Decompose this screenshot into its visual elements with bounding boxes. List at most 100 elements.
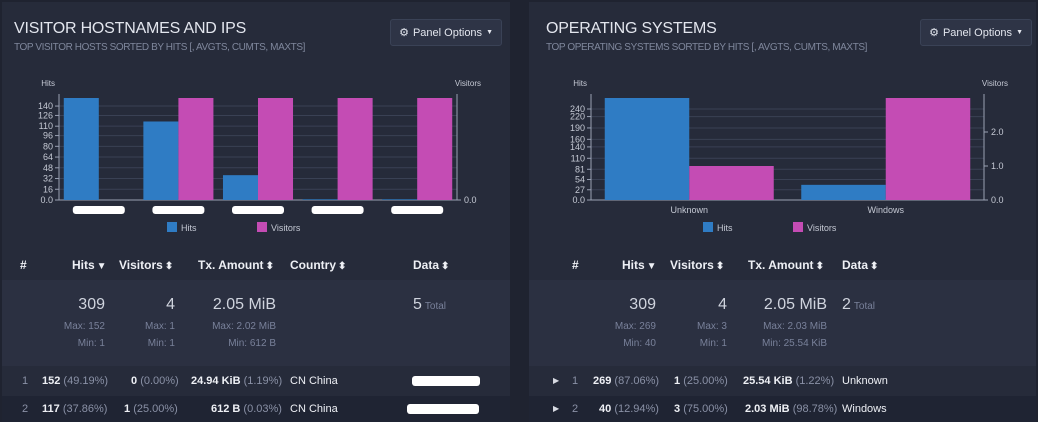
summary-tx-min: Min: 612 B <box>228 338 276 349</box>
summary-row: 309 Max: 152 Min: 1 4 Max: 1 Min: 1 2.05… <box>2 280 510 366</box>
y-tick-label: 110 <box>39 121 53 131</box>
panel-title: OPERATING SYSTEMS <box>546 20 717 37</box>
col-visitors[interactable]: Visitors ⬍ <box>670 258 725 272</box>
bar-visitors <box>689 166 774 200</box>
y-tick-label: 0.0 <box>572 195 585 205</box>
y-tick-label: 81 <box>575 164 585 174</box>
summary-visitors: 4 <box>718 296 727 313</box>
summary-tx-max: Max: 2.02 MiB <box>212 321 276 332</box>
y-tick-label: 80 <box>43 141 53 151</box>
col-hits[interactable]: Hits ▼ <box>622 258 657 272</box>
legend-label-visitors: Visitors <box>271 223 301 233</box>
col-data[interactable]: Data ⬍ <box>413 258 450 272</box>
panel-visitor-hostnames: VISITOR HOSTNAMES AND IPS TOP VISITOR HO… <box>2 2 510 422</box>
sort-both-icon: ⬍ <box>815 261 824 272</box>
y-axis-label: Hits <box>573 79 587 88</box>
redacted-data <box>412 376 480 386</box>
table-row[interactable]: 2 117 (37.86%) 1 (25.00%) 612 B (0.03%) … <box>2 396 510 422</box>
summary-visitors-max: Max: 3 <box>696 321 727 332</box>
bar-visitors <box>178 98 214 200</box>
caret-down-icon: ▼ <box>1016 29 1023 36</box>
y-tick-label: 54 <box>575 175 585 185</box>
sort-both-icon: ⬍ <box>265 261 274 272</box>
col-hits[interactable]: Hits ▼ <box>72 258 107 272</box>
row-tx: 24.94 KiB (1.19%) <box>191 375 283 387</box>
row-hits: 40 (12.94%) <box>599 403 659 415</box>
panel-title: VISITOR HOSTNAMES AND IPS <box>14 20 247 37</box>
expand-right-icon[interactable]: ▶ <box>553 404 560 413</box>
row-tx: 2.03 MiB (98.78%) <box>745 403 838 415</box>
panel-options-button[interactable]: ⚙ Panel Options ▼ <box>920 19 1032 46</box>
panel-options-button[interactable]: ⚙ Panel Options ▼ <box>390 19 502 46</box>
summary-hits-max: Max: 152 <box>63 321 105 332</box>
summary-tx: 2.05 MiB <box>212 296 276 313</box>
row-visitors: 1 (25.00%) <box>674 375 728 387</box>
redacted-data <box>407 404 479 414</box>
row-visitors: 3 (75.00%) <box>674 403 728 415</box>
summary-tx-min: Min: 25.54 KiB <box>761 338 827 349</box>
y-tick-label: 110 <box>571 153 585 163</box>
y-tick-label: 48 <box>43 163 53 173</box>
table-header: # Hits ▼ Visitors ⬍ Tx. Amount ⬍ Data ⬍ <box>529 254 1036 278</box>
y-tick-label: 96 <box>43 131 53 141</box>
table-row[interactable]: ▶ 1 269 (87.06%) 1 (25.00%) 25.54 KiB (1… <box>529 368 1036 394</box>
bar-visitors <box>337 98 373 200</box>
col-country[interactable]: Country ⬍ <box>290 258 347 272</box>
col-tx-amount[interactable]: Tx. Amount ⬍ <box>198 258 274 272</box>
y-tick-label: 64 <box>43 152 53 162</box>
legend-label-visitors: Visitors <box>807 223 837 233</box>
y-tick-label: 140 <box>570 142 585 152</box>
bar-hits <box>382 199 418 200</box>
y-tick-label: 140 <box>38 101 53 111</box>
row-hits: 152 (49.19%) <box>42 375 109 387</box>
row-index: 1 <box>22 375 29 387</box>
y-tick-label: 240 <box>570 104 585 114</box>
bar-hits <box>604 98 690 200</box>
y2-tick-label: 2.0 <box>991 127 1004 137</box>
hits-visitors-chart: 0.02754811101401601902202400.01.02.0Hits… <box>570 79 1008 233</box>
expand-right-icon[interactable]: ▶ <box>553 376 560 385</box>
col-tx-amount[interactable]: Tx. Amount ⬍ <box>748 258 824 272</box>
row-index: 2 <box>22 403 29 415</box>
table-row[interactable]: 1 152 (49.19%) 0 (0.00%) 24.94 KiB (1.19… <box>2 368 510 394</box>
legend-swatch-hits <box>703 222 713 232</box>
panel-subtitle: TOP OPERATING SYSTEMS SORTED BY HITS [, … <box>546 42 868 53</box>
summary-hits-min: Min: 1 <box>77 338 105 349</box>
legend-label-hits: Hits <box>717 223 733 233</box>
x-tick-label-redacted <box>311 206 364 214</box>
bar-hits <box>222 175 258 200</box>
panel-options-label: Panel Options <box>942 26 1013 39</box>
summary-hits-min: Min: 40 <box>623 338 656 349</box>
col-data[interactable]: Data ⬍ <box>842 258 879 272</box>
y2-tick-label: 0.0 <box>991 195 1004 205</box>
sort-desc-icon: ▼ <box>646 261 657 272</box>
col-visitors[interactable]: Visitors ⬍ <box>119 258 174 272</box>
sort-both-icon: ⬍ <box>164 261 174 272</box>
summary-data-total: 2 Total <box>842 296 876 313</box>
table-header: # Hits ▼ Visitors ⬍ Tx. Amount ⬍ Country ⬍ D… <box>2 254 510 278</box>
legend-swatch-hits <box>167 222 177 232</box>
sort-both-icon: ⬍ <box>338 261 347 272</box>
summary-hits-max: Max: 269 <box>614 321 656 332</box>
x-tick-label-redacted <box>152 206 205 214</box>
y-tick-label: 32 <box>43 174 53 184</box>
summary-visitors: 4 <box>166 296 175 313</box>
col-index: # <box>572 258 579 272</box>
table-row[interactable]: ▶ 2 40 (12.94%) 3 (75.00%) 2.03 MiB (98.… <box>529 396 1036 422</box>
y2-axis-label: Visitors <box>455 79 481 88</box>
y-tick-label: 16 <box>43 184 53 194</box>
row-index: 1 <box>572 375 579 387</box>
row-hits: 269 (87.06%) <box>593 375 660 387</box>
summary-hits: 309 <box>78 296 105 313</box>
x-tick-label-redacted <box>72 206 125 214</box>
summary-row: 309 Max: 269 Min: 40 4 Max: 3 Min: 1 2.0… <box>529 280 1036 366</box>
row-hits: 117 (37.86%) <box>42 403 108 415</box>
row-index: 2 <box>572 403 579 415</box>
panel-operating-systems: OPERATING SYSTEMS TOP OPERATING SYSTEMS … <box>529 2 1036 422</box>
legend-swatch-visitors <box>257 222 267 232</box>
summary-visitors-min: Min: 1 <box>147 338 175 349</box>
legend-swatch-visitors <box>793 222 803 232</box>
x-tick-label: Windows <box>867 205 904 215</box>
gear-icon: ⚙ <box>929 27 939 39</box>
bar-visitors <box>258 98 294 200</box>
